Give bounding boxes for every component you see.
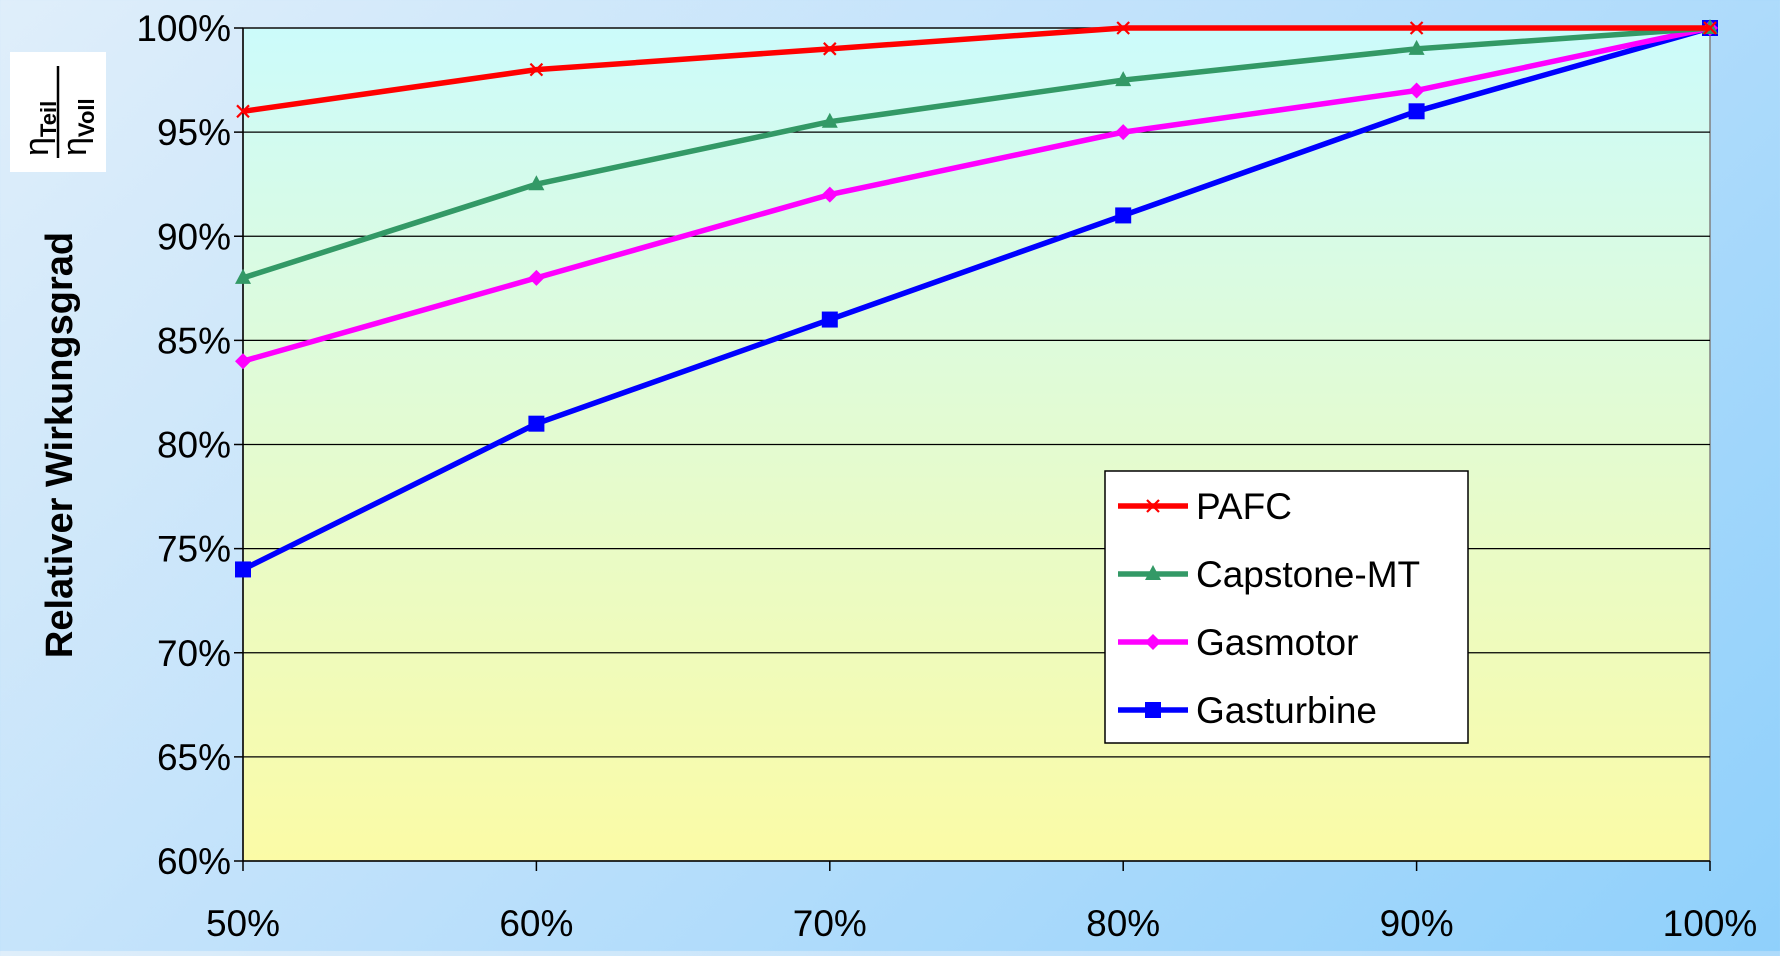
legend-marker — [1146, 499, 1160, 513]
y-tick-label: 65% — [157, 737, 231, 778]
legend-marker — [1145, 702, 1161, 718]
axes: 60% 65% 70% 75% 80% 85% 90% 95% 100% 50% 60% 70% 80%… — [136, 8, 1757, 944]
formula-numerator: ηTeil — [18, 101, 61, 156]
data-point-gasmotor — [528, 269, 545, 286]
y-tick-label: 75% — [157, 529, 231, 570]
legend-marker — [1145, 565, 1161, 580]
legend-box — [1104, 470, 1469, 744]
x-tick-label: 70% — [793, 903, 867, 944]
data-point-pafc — [529, 62, 544, 77]
x-tick-label: 50% — [206, 903, 280, 944]
data-point-gasmotor — [1115, 124, 1132, 141]
data-point-pafc — [236, 104, 250, 119]
y-tick-label: 100% — [136, 8, 231, 49]
data-point-gasmotor — [821, 186, 838, 203]
data-point-gasturbine — [1115, 207, 1132, 224]
legend: PAFC Capstone-MT Gasmotor Gasturbine — [1104, 470, 1469, 744]
series-pafc — [236, 21, 1717, 119]
data-point-capstone-mt — [1408, 39, 1425, 55]
legend-label: PAFC — [1196, 486, 1292, 527]
data-point-capstone-mt — [235, 268, 251, 284]
data-point-gasturbine — [1408, 103, 1425, 120]
series-line-pafc — [242, 25, 1710, 115]
x-tick-label: 90% — [1380, 903, 1454, 944]
data-point-capstone-mt — [1115, 71, 1132, 87]
y-tick-label: 85% — [157, 320, 231, 361]
y-tick-label: 60% — [157, 841, 231, 882]
y-tick-label: 70% — [157, 633, 231, 674]
legend-label: Gasturbine — [1196, 690, 1377, 731]
data-point-pafc — [1116, 21, 1130, 35]
data-point-pafc — [1703, 21, 1717, 35]
legend-label: Capstone-MT — [1196, 554, 1420, 595]
legend-label: Gasmotor — [1196, 622, 1358, 663]
series-line-gasmotor — [242, 25, 1711, 364]
y-tick-label: 90% — [157, 216, 231, 257]
data-point-gasturbine — [821, 311, 838, 328]
data-point-capstone-mt — [821, 112, 838, 128]
legend-item-gasmotor: Gasmotor — [1118, 622, 1358, 663]
data-point-gasturbine — [528, 415, 545, 432]
legend-item-gasturbine: Gasturbine — [1118, 690, 1377, 731]
data-point-gasmotor — [235, 353, 251, 370]
y-axis-formula: ηTeil ηVoll — [10, 52, 106, 172]
data-point-gasturbine — [235, 561, 251, 578]
legend-item-pafc: PAFC — [1118, 486, 1292, 527]
y-tick-label: 95% — [157, 112, 231, 153]
data-point-pafc — [1409, 21, 1424, 35]
x-tick-label: 80% — [1086, 903, 1160, 944]
y-axis-title: Relativer Wirkungsgrad — [39, 232, 81, 658]
legend-item-capstone-mt: Capstone-MT — [1118, 554, 1420, 595]
y-tick-label: 80% — [157, 425, 231, 466]
series-line-capstone-mt — [242, 25, 1711, 281]
data-point-pafc — [823, 42, 837, 56]
series-lines — [235, 19, 1718, 578]
x-tick-label: 60% — [499, 903, 573, 944]
data-point-gasmotor — [1408, 82, 1425, 99]
data-point-capstone-mt — [528, 175, 545, 191]
series-line-gasturbine — [241, 25, 1711, 572]
legend-marker — [1145, 634, 1161, 650]
formula-denominator: ηVoll — [56, 98, 99, 156]
x-tick-label: 100% — [1663, 903, 1758, 944]
